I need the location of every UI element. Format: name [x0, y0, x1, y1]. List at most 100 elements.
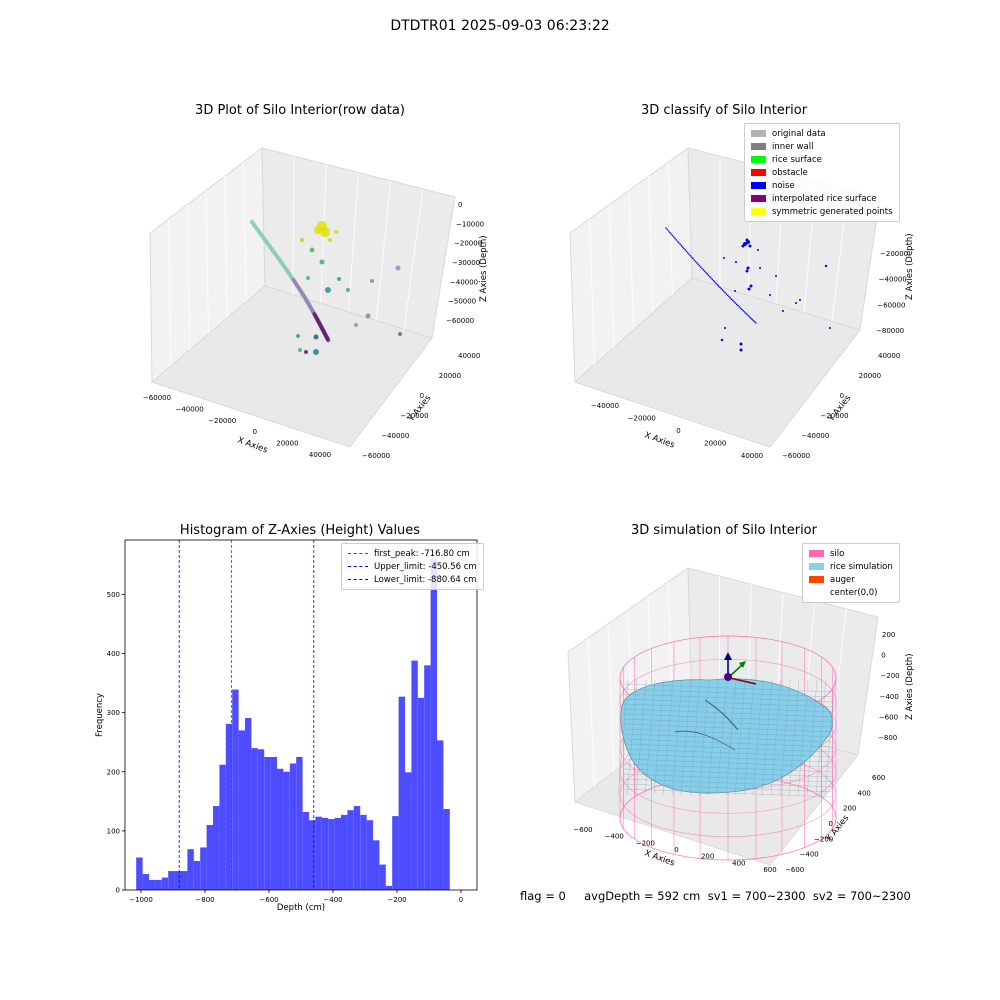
- histogram-bar: [398, 696, 405, 890]
- noise-point: [732, 299, 734, 302]
- noise-point: [725, 293, 728, 295]
- noise-point: [720, 338, 724, 342]
- z-tick-label: −20000: [880, 250, 908, 258]
- legend-swatch: [751, 195, 766, 202]
- x-tick-label: −400: [323, 896, 342, 904]
- noise-point: [757, 249, 759, 251]
- scatter-point: [296, 334, 300, 338]
- noise-point: [739, 307, 742, 309]
- y-tick-label: −20000: [400, 412, 428, 420]
- panel2-title: 3D classify of Silo Interior: [640, 103, 808, 118]
- noise-point: [744, 312, 747, 314]
- mesh-line: [623, 738, 835, 748]
- mesh-line: [623, 768, 835, 778]
- histogram-bar: [187, 849, 194, 890]
- mesh-line: [698, 679, 710, 796]
- noise-point: [672, 236, 675, 238]
- y-tick-label: −200: [814, 835, 833, 843]
- histogram-bar: [347, 810, 354, 890]
- mesh-line: [623, 788, 835, 798]
- noise-point: [705, 271, 707, 274]
- noise-point: [678, 241, 680, 244]
- mesh-line: [617, 679, 629, 796]
- legend-swatch: [809, 563, 824, 570]
- histogram-bar: [405, 772, 412, 890]
- noise-point: [689, 254, 692, 257]
- noise-point: [720, 287, 723, 290]
- legend-line: [348, 579, 368, 580]
- histogram-frame: [124, 539, 478, 891]
- histogram-bar: [149, 879, 156, 890]
- z-tick-label: −30000: [452, 259, 480, 267]
- histogram-bar: [392, 816, 399, 890]
- y-tick-label: 0: [116, 887, 120, 895]
- y-tick-label: 0: [840, 392, 844, 400]
- scatter-point: [320, 227, 330, 237]
- mesh-line: [797, 679, 809, 796]
- noise-point: [693, 259, 696, 261]
- scatter-point: [325, 337, 331, 343]
- panel2-xlabel: X Axies: [643, 430, 676, 450]
- legend-item-rice-simulation: rice simulation: [809, 560, 893, 573]
- y-tick-label: 300: [107, 709, 120, 717]
- mesh-line: [689, 679, 701, 796]
- panel4-xlabel: X Axies: [643, 848, 676, 868]
- scatter-point: [300, 238, 304, 242]
- legend-swatch: [809, 576, 824, 583]
- panel2-legend: original data inner wall rice surface ob…: [744, 123, 900, 222]
- noise-point: [748, 244, 752, 248]
- x-tick-label: −40000: [176, 405, 204, 413]
- noise-point: [750, 317, 752, 319]
- noise-point: [738, 306, 741, 308]
- y-tick-label: 0: [829, 820, 833, 828]
- mesh-line: [662, 679, 674, 796]
- noise-point: [734, 290, 736, 292]
- x-tick-label: −800: [195, 896, 214, 904]
- histogram-bar: [302, 811, 309, 890]
- z-tick-label: −20000: [454, 240, 482, 248]
- histogram-bar: [193, 861, 201, 890]
- histogram-bar: [206, 824, 213, 890]
- y-tick-label: 40000: [458, 352, 480, 360]
- x-tick-label: −200: [387, 896, 406, 904]
- legend-swatch: [751, 182, 766, 189]
- noise-point: [719, 286, 721, 289]
- x-tick-label: 200: [701, 853, 714, 861]
- histogram-bar: [225, 723, 233, 890]
- noise-point: [728, 295, 730, 298]
- y-tick-label: −400: [800, 851, 819, 859]
- histogram-bar: [360, 814, 367, 890]
- noise-point: [702, 268, 705, 271]
- x-tick-label: 40000: [309, 451, 331, 459]
- noise-point: [769, 294, 771, 296]
- mesh-line: [623, 703, 835, 713]
- z-tick-label: −40000: [450, 278, 478, 286]
- noise-point: [706, 273, 708, 275]
- histogram-bar: [283, 771, 290, 890]
- mesh-line: [623, 708, 835, 718]
- scatter-point: [306, 276, 310, 280]
- noise-point: [739, 348, 743, 352]
- histogram-bar: [437, 740, 444, 890]
- noise-point: [699, 266, 702, 268]
- x-tick-label: 40000: [741, 452, 763, 460]
- panel4-ylabel: Y Axies: [824, 813, 852, 845]
- noise-point: [714, 281, 716, 283]
- y-tick-label: −40000: [801, 432, 829, 440]
- legend-item-noise: noise: [751, 179, 893, 192]
- mesh-line: [623, 763, 835, 773]
- scatter-point: [309, 247, 315, 253]
- mesh-line: [743, 679, 755, 796]
- legend-item-first-peak: first_peak: -716.80 cm: [348, 547, 477, 560]
- histogram-bar: [309, 820, 316, 890]
- noise-point: [669, 231, 671, 234]
- mesh-line: [806, 679, 818, 796]
- y-tick-label: −60000: [362, 452, 390, 460]
- scatter-point: [325, 287, 331, 293]
- mesh-line: [824, 679, 836, 796]
- legend-item-center: center(0,0): [809, 586, 893, 599]
- legend-item-lower-limit: Lower_limit: -880.64 cm: [348, 573, 477, 586]
- y-tick-label: 20000: [439, 372, 461, 380]
- legend-item-silo: silo: [809, 547, 893, 560]
- y-tick-label: 400: [858, 789, 871, 797]
